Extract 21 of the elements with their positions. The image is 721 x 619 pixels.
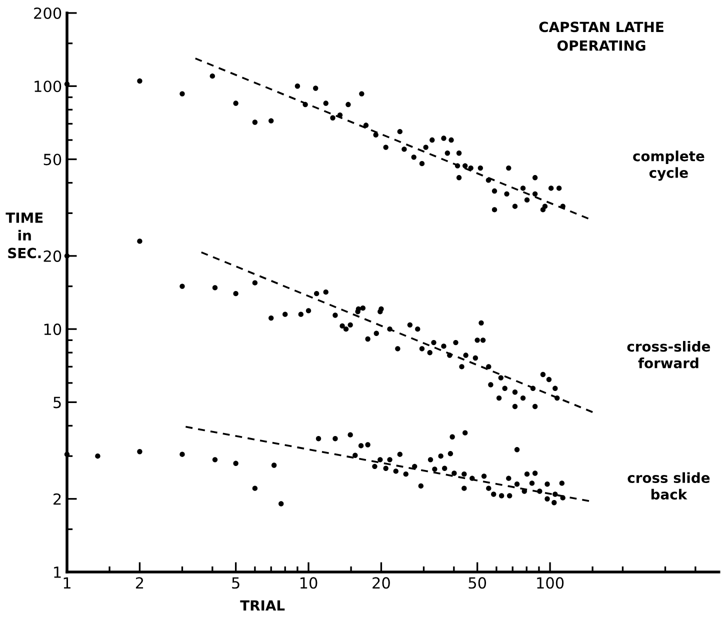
x-tick-label: 5 [232,577,240,589]
x-axis-title: TRIAL [240,600,285,611]
x-tick-label: 1 [64,577,70,588]
y-axis-title: TIME in SEC. [6,212,43,258]
x-tick-label: 100 [537,577,564,589]
x-tick-label: 50 [468,577,486,589]
y-tick-label: 50 [44,154,62,166]
y-tick-label: 2 [54,493,61,505]
y-tick-label: 5 [54,396,61,408]
text: complete cycle [633,150,704,181]
x-tick-label: 2 [136,577,144,588]
y-tick-label: 200 [34,7,62,20]
x-tick-label: 10 [300,577,318,589]
y-tick-label: 100 [34,80,62,92]
y-tick-label: 20 [44,250,62,262]
text: cross-slide forward [627,340,710,368]
y-tick-label: 10 [44,324,62,336]
x-tick-label: 20 [372,577,390,589]
text: CAPSTAN LATHE OPERATING [539,22,664,51]
y-tick-label: 1 [54,566,61,578]
text: cross slide back [628,472,710,500]
